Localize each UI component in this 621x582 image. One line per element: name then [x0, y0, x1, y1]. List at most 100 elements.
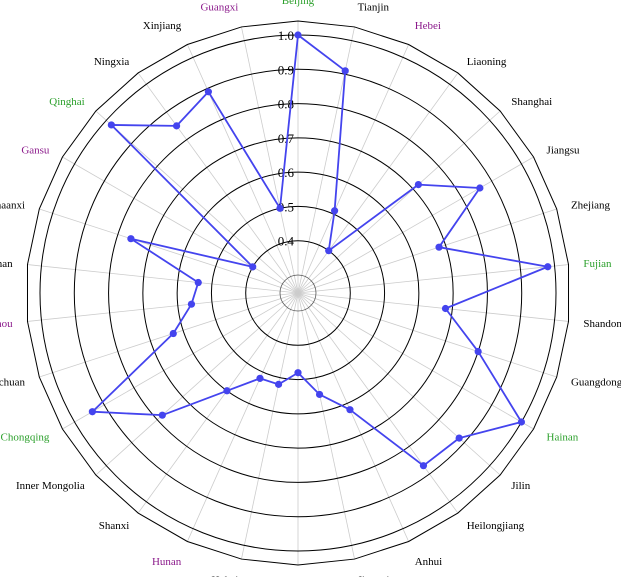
spoke-line: [27, 264, 299, 294]
data-point: [325, 247, 333, 255]
data-point: [276, 204, 284, 212]
spoke-line: [187, 292, 299, 542]
category-label: Guizhou: [0, 318, 13, 330]
data-point: [294, 369, 302, 377]
data-point: [194, 278, 202, 287]
data-point: [346, 406, 354, 414]
grid-ring: [108, 103, 488, 483]
grid-ring: [142, 137, 454, 449]
data-point: [274, 380, 283, 388]
data-point: [294, 31, 302, 39]
spoke-line: [297, 110, 501, 294]
category-label: Guangdong: [571, 377, 621, 389]
category-label: Heilongjiang: [467, 520, 525, 532]
category-label: Liaoning: [467, 56, 507, 68]
data-point: [435, 243, 443, 251]
category-label: Sichuan: [0, 377, 26, 389]
spoke-line: [241, 292, 299, 560]
center-ring: [279, 274, 317, 312]
spoke-line: [62, 292, 299, 430]
category-label: Zhejiang: [571, 199, 611, 211]
grid-ring: [245, 240, 351, 346]
category-label: Hunan: [152, 556, 182, 568]
category-label: Qinghai: [49, 96, 84, 108]
data-point: [88, 408, 96, 416]
data-point: [476, 184, 484, 192]
spoke-line: [297, 292, 557, 378]
radial-tick-label: 0.7: [278, 131, 295, 146]
category-label: Chongqing: [1, 432, 50, 444]
data-point: [544, 263, 552, 271]
spoke-line: [297, 156, 534, 294]
data-point: [315, 390, 324, 399]
category-label: Tianjin: [358, 1, 390, 13]
series-line: [91, 34, 549, 467]
category-label: Fujian: [583, 258, 612, 270]
category-label: Anhui: [415, 556, 443, 568]
grid-ring: [176, 171, 420, 415]
data-point: [127, 235, 135, 243]
data-point: [172, 122, 181, 130]
spoke-line: [39, 208, 299, 294]
spoke-line: [297, 292, 534, 430]
category-label: Hainan: [547, 432, 579, 444]
data-point: [204, 88, 213, 96]
spoke-line: [297, 44, 409, 294]
data-point: [331, 207, 339, 215]
spoke-line: [62, 156, 299, 294]
data-point: [517, 418, 526, 426]
spoke-line: [95, 110, 299, 294]
spoke-line: [137, 72, 299, 294]
grid-ring: [73, 68, 523, 518]
data-point: [249, 263, 257, 271]
spoke-line: [241, 26, 299, 294]
spoke-line: [27, 292, 299, 322]
category-label: Jilin: [511, 480, 530, 492]
spoke-line: [297, 208, 557, 294]
category-label: Yunnan: [0, 258, 13, 270]
spoke-line: [297, 292, 355, 560]
data-point: [455, 434, 463, 442]
data-point: [187, 300, 196, 308]
spoke-line: [95, 292, 299, 476]
data-point: [256, 374, 264, 382]
radial-tick-label: 0.4: [278, 234, 295, 249]
spoke-line: [39, 292, 299, 378]
grid-ring: [210, 205, 386, 381]
category-label: Shanxi: [99, 520, 130, 532]
spoke-line: [297, 292, 459, 514]
category-label: Jiangsu: [547, 145, 581, 157]
data-point: [169, 329, 177, 338]
outer-frame: [26, 20, 570, 566]
category-label: Guangxi: [200, 1, 238, 13]
data-point: [474, 347, 482, 356]
category-label: Shaanxi: [0, 199, 25, 211]
spoke-line: [297, 72, 459, 294]
data-point: [441, 304, 450, 313]
category-label: Hebei: [415, 20, 441, 32]
spoke-line: [137, 292, 299, 514]
category-label: Shandong: [583, 318, 621, 330]
category-label: Xinjiang: [143, 20, 182, 32]
radial-tick-label: 0.9: [278, 62, 294, 77]
data-point: [419, 462, 428, 470]
spoke-line: [187, 44, 299, 294]
spoke-line: [297, 264, 569, 294]
category-label: Ningxia: [94, 56, 130, 68]
spoke-line: [297, 292, 501, 476]
data-point: [107, 121, 115, 129]
data-point: [341, 67, 349, 75]
category-label: Inner Mongolia: [16, 480, 85, 492]
radial-tick-label: 1.0: [278, 28, 294, 43]
category-label: Beijing: [282, 0, 315, 7]
data-point: [158, 411, 166, 419]
category-label: Gansu: [21, 145, 50, 157]
radial-tick-label: 0.6: [278, 165, 295, 180]
data-point: [414, 181, 422, 189]
spoke-line: [297, 292, 569, 322]
category-label: Shanghai: [511, 96, 552, 108]
spoke-line: [297, 292, 409, 542]
data-point: [223, 387, 231, 395]
